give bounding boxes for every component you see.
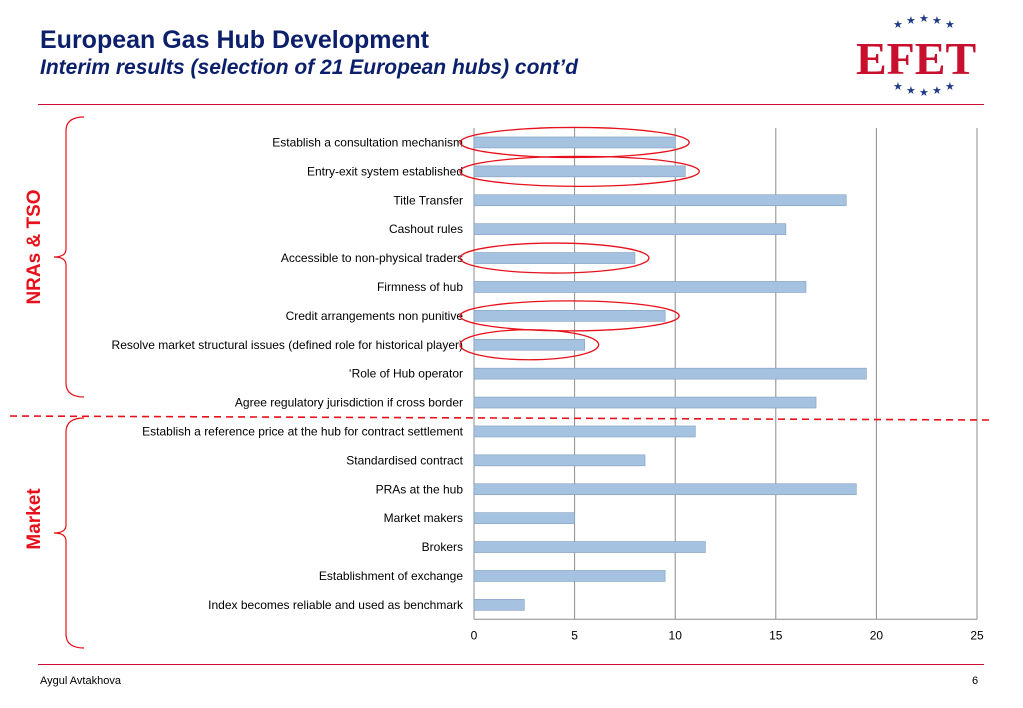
efet-logo-text: EFET xyxy=(856,33,976,84)
bar xyxy=(473,281,807,293)
svg-text:★: ★ xyxy=(932,14,942,27)
bar xyxy=(473,338,585,351)
category-label: Title Transfer xyxy=(393,193,463,207)
bar xyxy=(473,512,575,524)
x-tick-label: 25 xyxy=(970,628,984,642)
group-separator xyxy=(9,415,991,421)
bar xyxy=(473,396,817,409)
bar xyxy=(473,483,857,496)
svg-text:★: ★ xyxy=(893,80,903,93)
bar xyxy=(473,194,847,207)
x-tick-label: 10 xyxy=(669,628,683,642)
highlight-ellipse xyxy=(459,155,700,188)
bar xyxy=(473,541,706,553)
bar xyxy=(473,136,676,149)
highlight-ellipse xyxy=(459,126,690,159)
category-label: Entry-exit system established xyxy=(307,164,463,178)
bar xyxy=(473,310,666,322)
highlight-ellipse xyxy=(459,300,680,332)
highlight-ellipse xyxy=(459,329,600,361)
bar xyxy=(473,599,525,611)
category-label: ‘Role of Hub operator xyxy=(349,367,463,381)
bar xyxy=(473,252,636,264)
brace-nras-tso xyxy=(53,116,85,398)
svg-text:★: ★ xyxy=(919,14,929,25)
category-label: Accessible to non-physical traders xyxy=(281,251,463,265)
x-tick-label: 15 xyxy=(769,628,783,642)
category-label: Establishment of exchange xyxy=(319,569,463,583)
star-icon: ★ ★ ★ ★ ★ ★ ★ ★ ★ ★ xyxy=(893,14,955,99)
efet-logo-graphic: ★ ★ ★ ★ ★ ★ ★ ★ ★ ★ EFET xyxy=(856,14,976,99)
x-tick-label: 5 xyxy=(571,628,578,642)
category-label: PRAs at the hub xyxy=(376,482,464,496)
page-title: European Gas Hub Development xyxy=(40,26,429,54)
svg-text:★: ★ xyxy=(945,80,955,93)
header-rule xyxy=(38,104,984,105)
svg-text:★: ★ xyxy=(945,18,955,31)
bar xyxy=(473,454,646,467)
brace-market xyxy=(53,417,85,649)
svg-text:★: ★ xyxy=(932,84,942,97)
x-tick-label: 20 xyxy=(870,628,884,642)
bar xyxy=(473,367,867,380)
footer-author: Aygul Avtakhova xyxy=(40,675,121,687)
svg-text:★: ★ xyxy=(906,84,916,97)
category-label: Market makers xyxy=(384,511,463,525)
category-label: Establish a reference price at the hub f… xyxy=(142,424,464,438)
category-label: Credit arrangements non punitive xyxy=(286,309,464,323)
bar xyxy=(473,425,696,438)
bar xyxy=(473,165,686,178)
category-label: Resolve market structural issues (define… xyxy=(112,338,463,352)
footer-page-number: 6 xyxy=(972,675,979,687)
category-label: Standardised contract xyxy=(346,453,463,467)
bar xyxy=(473,570,666,582)
highlight-ellipse xyxy=(459,242,650,274)
efet-logo: ★ ★ ★ ★ ★ ★ ★ ★ ★ ★ EFET xyxy=(848,14,988,100)
category-label: Establish a consultation mechanism xyxy=(272,135,463,149)
page-subtitle: Interim results (selection of 21 Europea… xyxy=(40,56,578,79)
category-label: Agree regulatory jurisdiction if cross b… xyxy=(235,396,463,410)
footer-rule xyxy=(38,664,984,665)
svg-text:★: ★ xyxy=(906,14,916,27)
category-label: Brokers xyxy=(422,540,463,554)
svg-text:★: ★ xyxy=(919,86,929,99)
category-label: Firmness of hub xyxy=(377,280,463,294)
category-label: Index becomes reliable and used as bench… xyxy=(208,598,464,612)
svg-text:★: ★ xyxy=(893,18,903,31)
x-tick-label: 0 xyxy=(471,628,478,642)
bar xyxy=(473,223,787,235)
category-label: Cashout rules xyxy=(389,222,463,236)
